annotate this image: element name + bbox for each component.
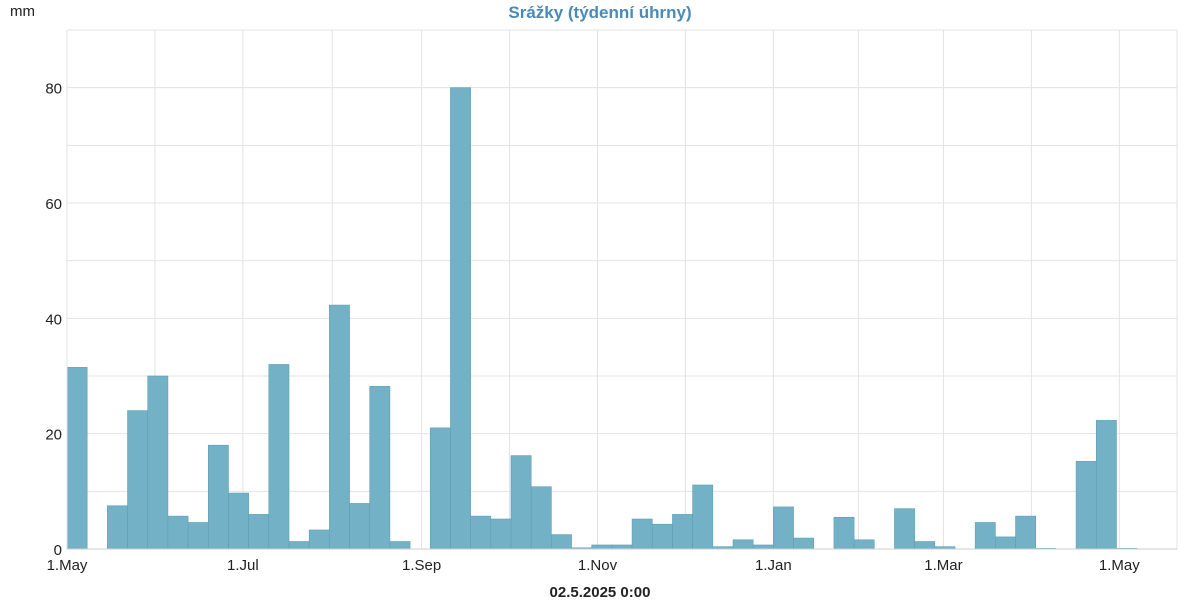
precipitation-bar (530, 486, 552, 550)
precipitation-bar (1015, 515, 1037, 550)
precipitation-bar (793, 537, 815, 550)
precipitation-bar (631, 518, 653, 550)
precipitation-bar (1095, 420, 1117, 550)
y-axis-unit-label: mm (10, 3, 35, 20)
precipitation-bar (914, 541, 936, 550)
y-tick-label: 80 (45, 81, 62, 98)
precipitation-bar (349, 503, 371, 550)
precipitation-bar (248, 514, 270, 550)
x-tick-label: 1.Jan (755, 557, 792, 574)
precipitation-bar (268, 364, 290, 550)
precipitation-bar (429, 427, 451, 550)
precipitation-bar (732, 539, 754, 550)
precipitation-bar (187, 522, 209, 550)
precipitation-bar (127, 410, 149, 550)
precipitation-bar (510, 455, 532, 550)
y-tick-label: 60 (45, 196, 62, 213)
precipitation-bar (308, 529, 330, 550)
precipitation-bar (672, 514, 693, 550)
precipitation-bar (389, 541, 411, 550)
x-tick-label: 1.May (47, 557, 88, 574)
x-tick-label: 1.Sep (402, 557, 441, 574)
precipitation-bar (853, 539, 875, 550)
precipitation-bar (692, 484, 714, 550)
precipitation-bar (651, 523, 673, 550)
precipitation-bar (833, 516, 855, 550)
x-tick-label: 1.Jul (227, 557, 259, 574)
precipitation-bar (1075, 461, 1097, 550)
precipitation-bar (288, 541, 310, 550)
precipitation-bar (107, 505, 128, 550)
precipitation-bar (66, 367, 88, 550)
precipitation-bar (207, 444, 229, 550)
precipitation-bar (773, 506, 794, 550)
precipitation-bar (167, 515, 189, 550)
x-tick-label: 1.May (1099, 557, 1140, 574)
precipitation-bar (329, 304, 350, 550)
precipitation-bar (974, 522, 996, 550)
chart-title: Srážky (týdenní úhrny) (508, 3, 692, 22)
y-tick-label: 0 (54, 542, 62, 559)
x-tick-label: 1.Mar (924, 557, 962, 574)
precipitation-bar (752, 544, 774, 550)
precipitation-bar (228, 492, 249, 550)
precipitation-bar (551, 534, 572, 550)
precipitation-bar (591, 544, 613, 550)
precipitation-bar (894, 508, 915, 550)
x-tick-label: 1.Nov (578, 557, 618, 574)
precipitation-bar (995, 536, 1016, 550)
precipitation-bar (611, 544, 633, 550)
timestamp-label: 02.5.2025 0:00 (549, 584, 651, 601)
y-tick-label: 20 (45, 427, 62, 444)
precipitation-bar (147, 375, 169, 550)
precipitation-bar (450, 87, 471, 550)
precipitation-bar (470, 515, 492, 550)
precipitation-bar (369, 386, 391, 550)
precipitation-bar (490, 518, 512, 550)
y-tick-label: 40 (45, 311, 62, 328)
